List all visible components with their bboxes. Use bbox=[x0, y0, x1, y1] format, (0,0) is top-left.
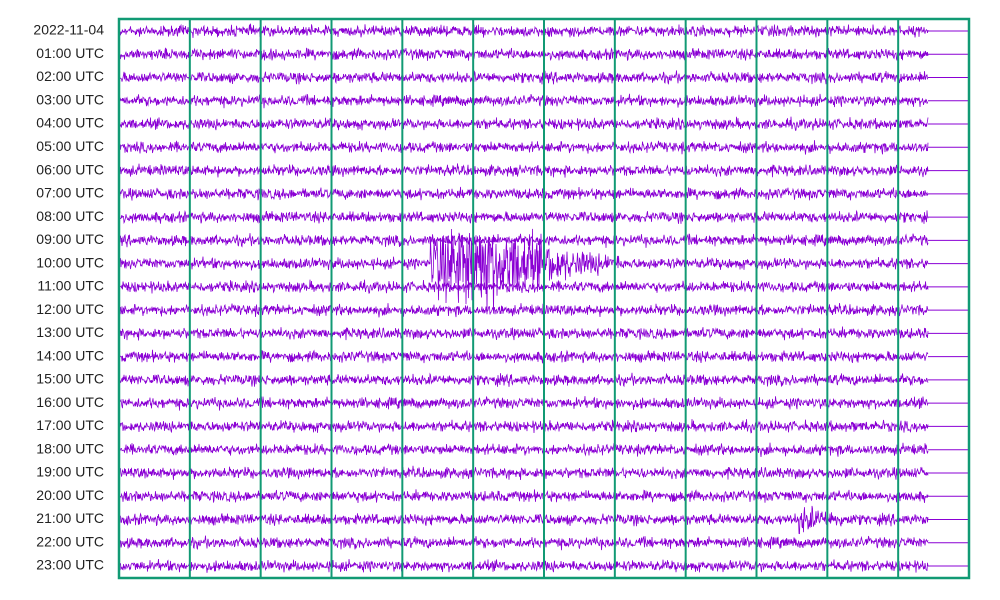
trace bbox=[119, 116, 929, 132]
row-label: 07:00 UTC bbox=[36, 185, 104, 201]
trace bbox=[119, 442, 929, 457]
row-label: 21:00 UTC bbox=[36, 510, 104, 526]
trace bbox=[119, 140, 929, 155]
row-label: 16:00 UTC bbox=[36, 394, 104, 410]
row-label: 19:00 UTC bbox=[36, 464, 104, 480]
trace bbox=[119, 70, 929, 85]
row-label: 09:00 UTC bbox=[36, 231, 104, 247]
row-label: 10:00 UTC bbox=[36, 254, 104, 270]
row-label: 04:00 UTC bbox=[36, 115, 104, 131]
trace bbox=[119, 23, 929, 38]
row-label: 05:00 UTC bbox=[36, 138, 104, 154]
trace bbox=[119, 163, 929, 178]
trace bbox=[119, 372, 929, 388]
row-label: 22:00 UTC bbox=[36, 533, 104, 549]
row-label: 17:00 UTC bbox=[36, 417, 104, 433]
row-label: 06:00 UTC bbox=[36, 161, 104, 177]
trace bbox=[119, 465, 929, 481]
row-label: 15:00 UTC bbox=[36, 371, 104, 387]
trace bbox=[119, 233, 929, 248]
trace bbox=[119, 419, 929, 434]
trace bbox=[119, 209, 929, 224]
row-label: 02:00 UTC bbox=[36, 68, 104, 84]
row-label: 13:00 UTC bbox=[36, 324, 104, 340]
trace bbox=[119, 228, 929, 315]
trace bbox=[119, 505, 929, 535]
trace bbox=[119, 535, 929, 551]
row-label: 12:00 UTC bbox=[36, 301, 104, 317]
row-label: 01:00 UTC bbox=[36, 45, 104, 61]
row-label: 11:00 UTC bbox=[37, 278, 104, 294]
trace bbox=[119, 326, 929, 341]
row-label: 2022-11-04 bbox=[33, 22, 104, 38]
row-label: 20:00 UTC bbox=[36, 487, 104, 503]
trace bbox=[119, 558, 929, 573]
row-label: 08:00 UTC bbox=[36, 208, 104, 224]
trace bbox=[119, 302, 929, 318]
trace bbox=[119, 279, 929, 294]
trace bbox=[119, 349, 929, 364]
row-label: 14:00 UTC bbox=[36, 347, 104, 363]
plot-frame bbox=[117, 17, 971, 580]
trace bbox=[119, 47, 929, 62]
row-label: 18:00 UTC bbox=[36, 440, 104, 456]
row-label: 03:00 UTC bbox=[36, 91, 104, 107]
trace bbox=[119, 186, 929, 201]
trace bbox=[119, 93, 929, 109]
trace bbox=[119, 396, 929, 411]
row-label: 23:00 UTC bbox=[36, 557, 104, 573]
trace bbox=[119, 489, 929, 504]
